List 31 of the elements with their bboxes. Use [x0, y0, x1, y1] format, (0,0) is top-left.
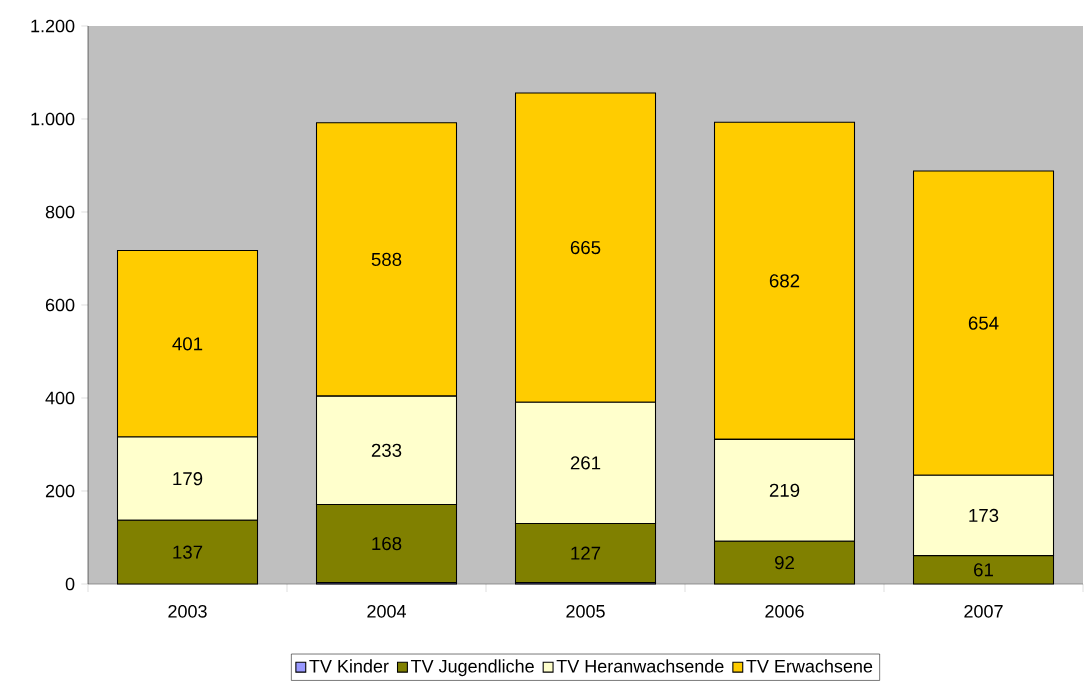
x-tick-label: 2006: [765, 604, 804, 618]
y-tick-label: 400: [45, 391, 75, 405]
data-label: 261: [570, 456, 601, 470]
y-tick-label: 800: [45, 205, 75, 219]
legend-label: TV Heranwachsende: [556, 659, 724, 673]
data-label: 401: [172, 337, 203, 351]
data-label: 219: [769, 483, 800, 497]
y-tick-label: 200: [45, 484, 75, 498]
x-tick-label: 2007: [964, 604, 1003, 618]
data-label: 233: [371, 443, 402, 457]
data-label: 168: [372, 536, 402, 551]
y-tick-label: 1.200: [31, 19, 75, 33]
y-tick-label: 600: [45, 298, 75, 312]
y-tick-label: 1.000: [31, 112, 75, 126]
x-tick-label: 2003: [168, 604, 207, 618]
data-label: 665: [570, 240, 601, 255]
legend-label: TV Erwachsene: [746, 659, 873, 673]
data-label: 173: [969, 508, 999, 523]
legend-label: TV Jugendliche: [410, 659, 534, 677]
x-tick-label: 2005: [566, 604, 605, 618]
data-label: 92: [775, 555, 794, 570]
legend-label: TV Kinder: [309, 659, 389, 673]
data-label: 127: [571, 546, 601, 560]
data-label: 179: [173, 472, 203, 486]
data-label: 588: [371, 252, 402, 267]
data-label: 682: [769, 274, 800, 288]
data-label: 137: [173, 545, 203, 559]
data-label: 654: [968, 316, 999, 330]
x-tick-label: 2004: [367, 604, 406, 618]
y-tick-label: 0: [65, 577, 75, 591]
data-label: 61: [974, 563, 993, 577]
